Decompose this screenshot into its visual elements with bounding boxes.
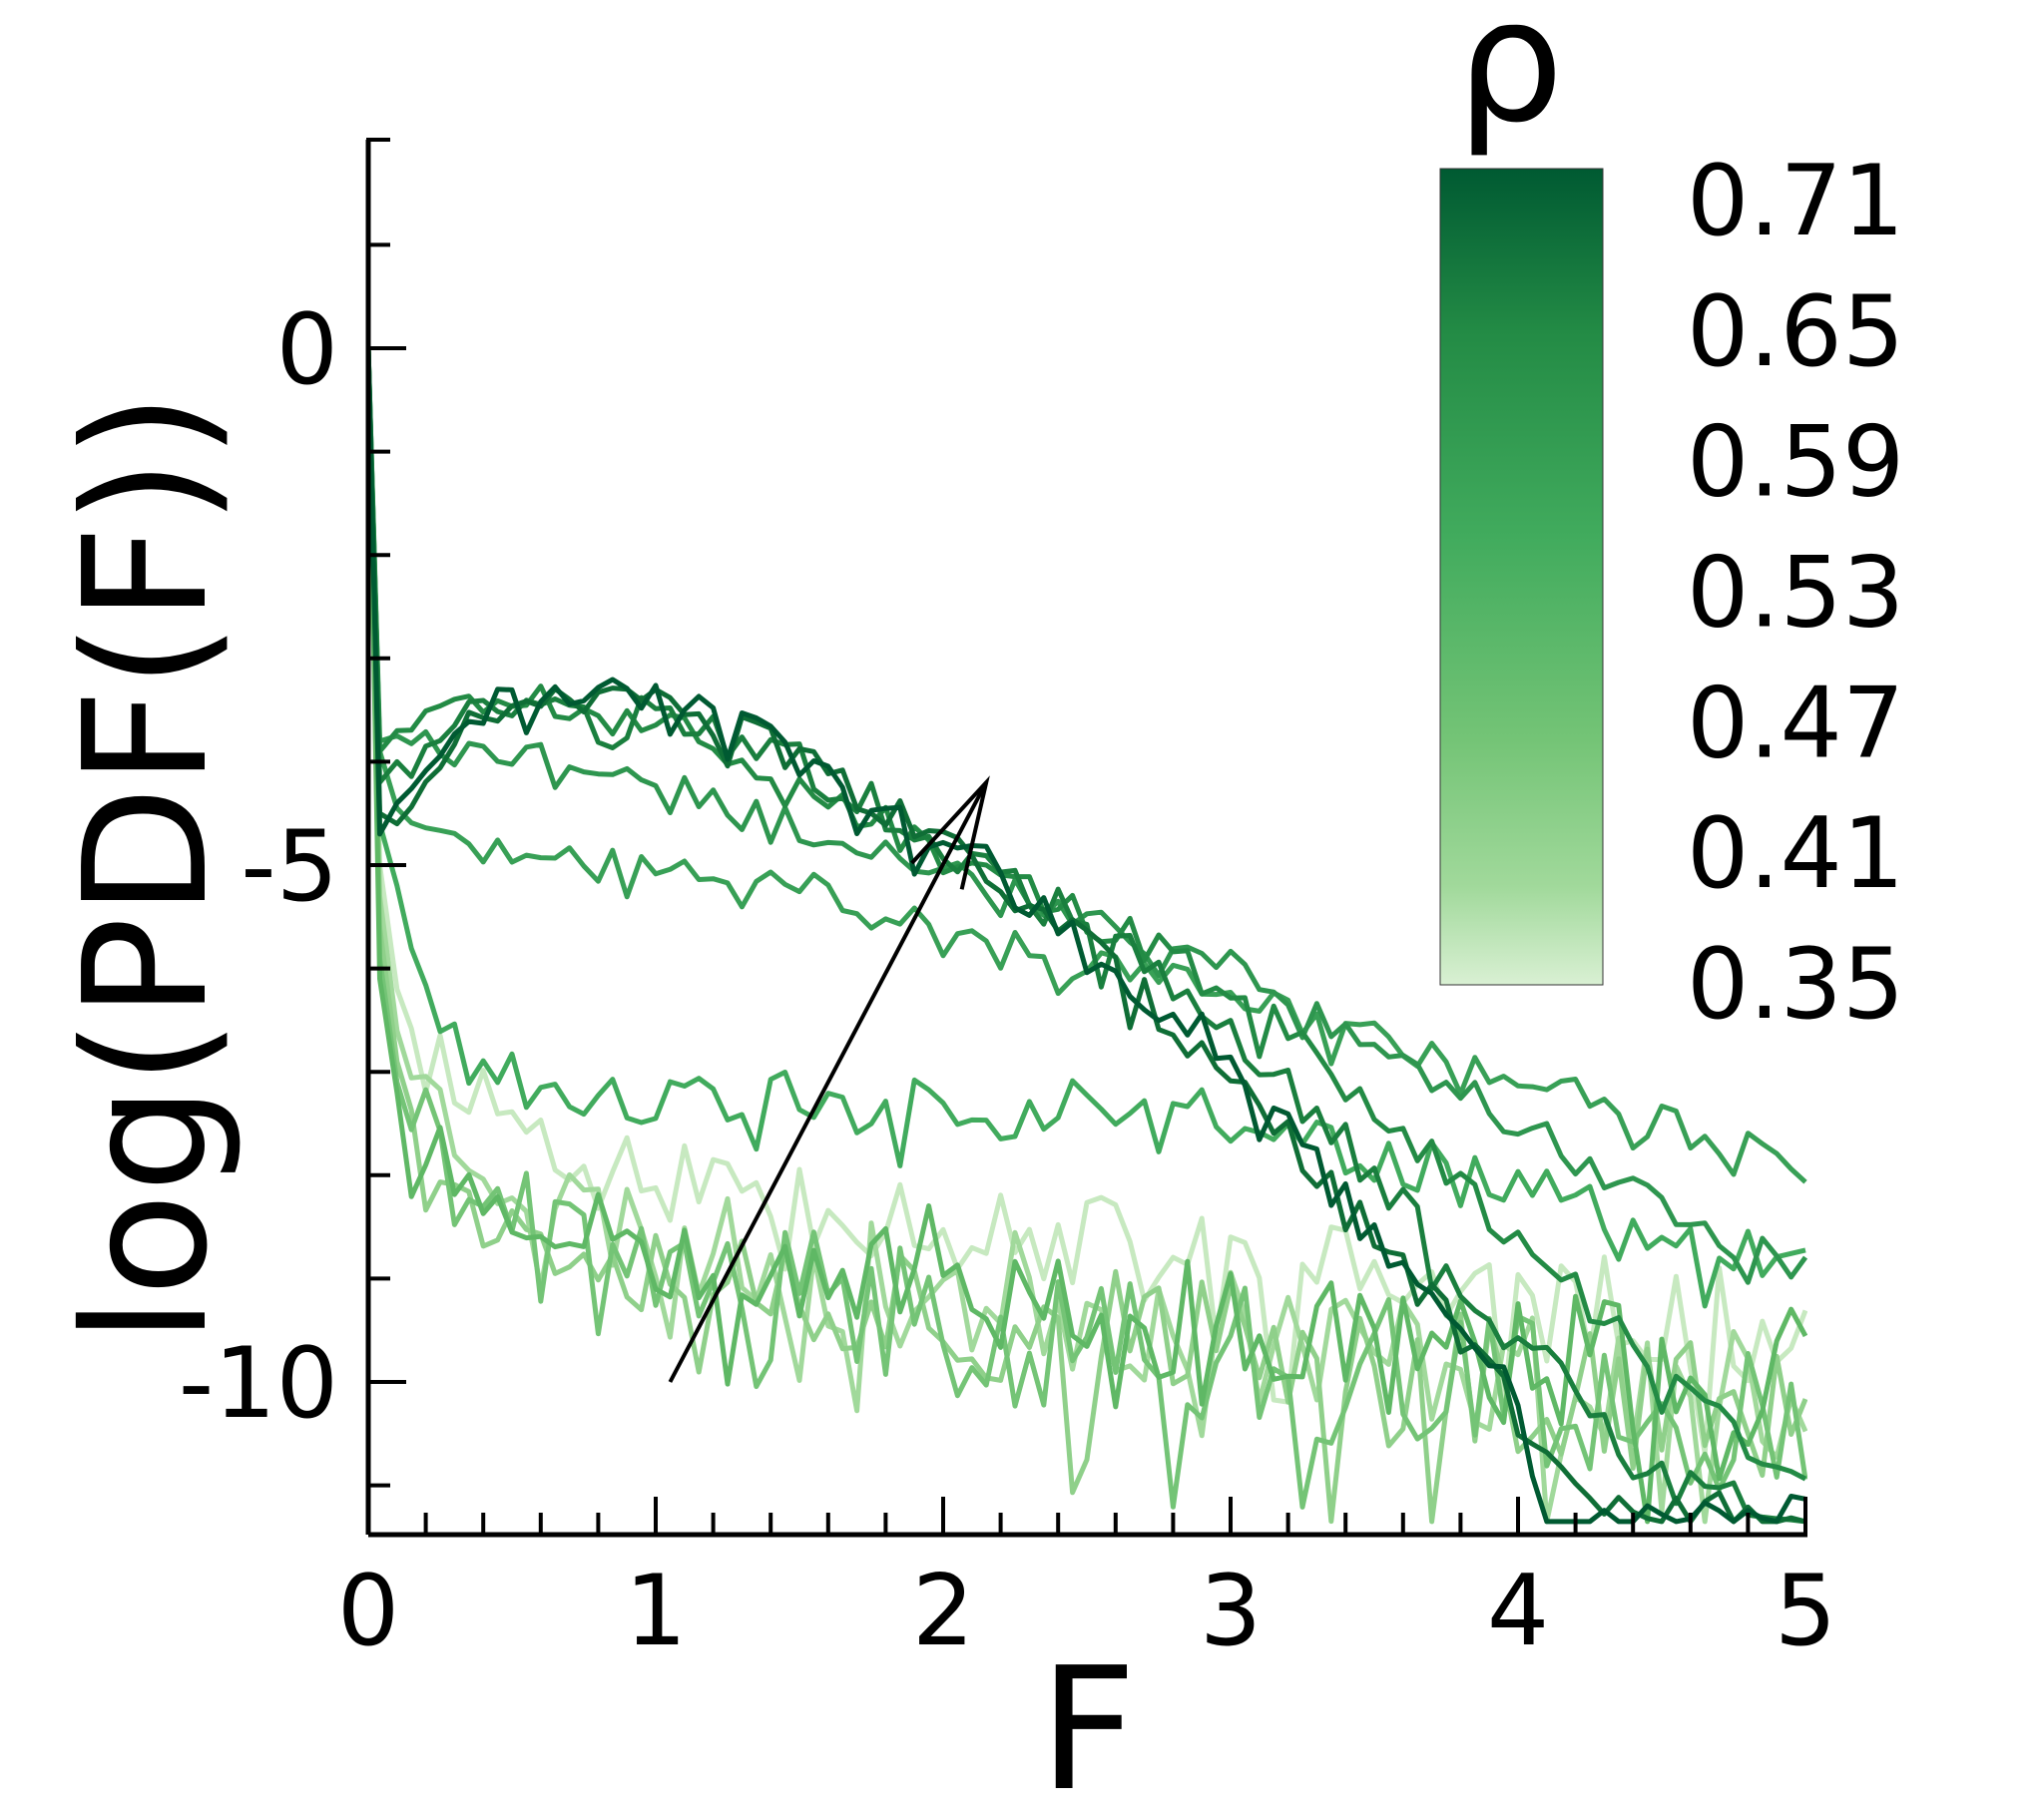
colorbar: ρ 0.71 0.65 0.59 0.53 0.47 0.41 0.35: [1439, 0, 1904, 1042]
series-line-rho-0_71: [368, 347, 1806, 1525]
y-axis-title: log(PDF(F)): [48, 392, 246, 1343]
x-tick-label: 0: [337, 1555, 399, 1668]
series-line-rho-0_47: [368, 347, 1807, 1525]
series-line-rho-0_56: [368, 347, 1807, 1184]
colorbar-label: 0.65: [1687, 275, 1904, 389]
x-tick-label: 2: [912, 1555, 974, 1668]
colorbar-title: ρ: [1456, 0, 1564, 161]
colorbar-label: 0.47: [1687, 667, 1904, 780]
colorbar-label: 0.41: [1687, 797, 1904, 911]
x-tick-label: 5: [1775, 1555, 1836, 1668]
x-tick-label: 3: [1200, 1555, 1262, 1668]
trend-arrow-head: [910, 775, 990, 890]
series-line-rho-0_59: [368, 347, 1807, 1285]
x-axis-title: F: [1039, 1631, 1137, 1817]
colorbar-label: 0.71: [1687, 145, 1904, 258]
colorbar-label: 0.59: [1687, 406, 1904, 520]
trend-arrow-shaft: [668, 781, 988, 1383]
arrow-layer: [668, 775, 990, 1383]
x-tick-label: 4: [1487, 1555, 1549, 1668]
series-layer: [368, 347, 1807, 1525]
colorbar-label: 0.53: [1687, 537, 1904, 651]
y-tick-label: -10: [179, 1327, 338, 1441]
colorbar-label: 0.35: [1687, 928, 1904, 1042]
x-tick-label: 1: [625, 1555, 687, 1668]
series-line-rho-0_41: [368, 347, 1807, 1525]
series-line-rho-0_44: [368, 347, 1807, 1510]
axes-layer: 0 -5 -10 0 1 2 3 4 5: [179, 138, 1836, 1668]
y-tick-label: 0: [276, 293, 338, 407]
colorbar-gradient: [1439, 168, 1604, 986]
y-tick-label: -5: [241, 810, 338, 924]
series-line-rho-0_53: [368, 347, 1806, 1309]
